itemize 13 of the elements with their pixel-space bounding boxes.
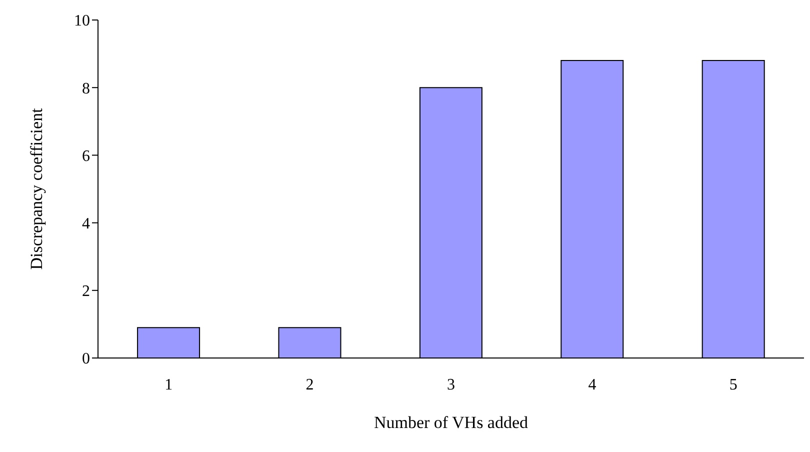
x-tick-label: 3 [447,376,455,394]
y-tick-label: 10 [74,12,90,30]
y-tick-label: 6 [82,148,90,165]
y-tick-label: 4 [82,215,90,232]
y-tick-label: 0 [82,350,90,368]
y-tick-label: 8 [82,80,90,98]
x-tick-label: 4 [588,376,596,394]
y-axis-title: Discrepancy coefficient [27,108,46,270]
x-tick-label: 5 [729,376,738,394]
x-axis-title: Number of VHs added [374,413,529,432]
x-tick-label: 2 [306,376,314,394]
y-tick-label: 2 [82,283,90,300]
x-tick-label: 1 [164,376,173,394]
